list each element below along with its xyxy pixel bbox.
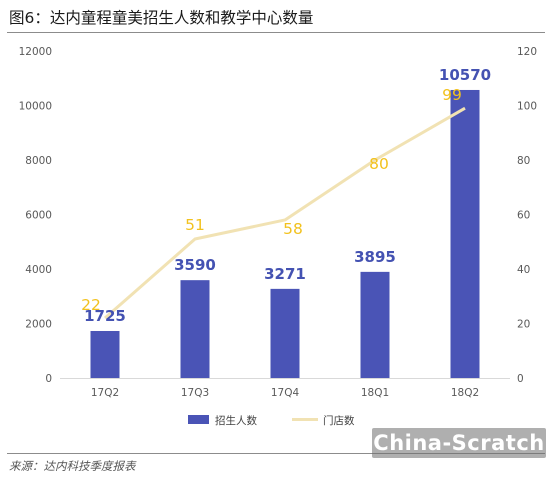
y-left-tick-label: 2000 (25, 319, 52, 331)
bar (450, 89, 480, 378)
watermark-logo: China-Scratch (372, 428, 546, 458)
bar-value-label: 10570 (439, 66, 491, 84)
y-right-tick-label: 100 (517, 101, 537, 113)
legend-bar-label: 招生人数 (215, 414, 257, 427)
line-series (104, 106, 466, 320)
x-tick-label: 17Q4 (271, 387, 300, 399)
y-right-tick-label: 80 (517, 155, 530, 167)
line-value-label: 99 (442, 86, 462, 104)
y-right-tick-label: 20 (517, 319, 530, 331)
y-right-tick-label: 120 (517, 46, 537, 58)
bar (90, 330, 120, 378)
y-left-tick-label: 6000 (25, 210, 52, 222)
y-right-tick-label: 40 (517, 264, 530, 276)
line-value-label: 51 (185, 216, 205, 234)
bar (270, 288, 300, 378)
y-left-tick-label: 4000 (25, 264, 52, 276)
bar (180, 280, 210, 378)
bar-value-label: 3895 (354, 248, 396, 266)
source-divider (7, 453, 545, 454)
x-tick-label: 18Q2 (451, 387, 479, 399)
y-left-tick-label: 0 (45, 373, 52, 385)
y-left-tick-label: 10000 (19, 101, 52, 113)
line-value-label: 22 (81, 296, 101, 314)
source-note: 来源：达内科技季度报表 (9, 459, 136, 473)
x-tick-label: 18Q1 (361, 387, 389, 399)
legend-bar-swatch (188, 415, 209, 424)
bar-value-label: 3590 (174, 256, 216, 274)
x-tick-label: 17Q3 (181, 387, 209, 399)
chart-title: 图6：达内童程童美招生人数和教学中心数量 (9, 9, 314, 27)
y-left-tick-label: 12000 (19, 46, 52, 58)
line-value-label: 80 (369, 155, 389, 173)
legend-line-label: 门店数 (323, 414, 355, 427)
bar (360, 271, 390, 378)
title-divider (7, 32, 545, 33)
y-right-tick-label: 0 (517, 373, 524, 385)
y-left-tick-label: 8000 (25, 155, 52, 167)
line-value-label: 58 (283, 220, 303, 238)
bar-value-label: 1725 (84, 307, 126, 325)
y-right-tick-label: 60 (517, 210, 530, 222)
bar-value-label: 3271 (264, 265, 306, 283)
x-tick-label: 17Q2 (91, 387, 119, 399)
